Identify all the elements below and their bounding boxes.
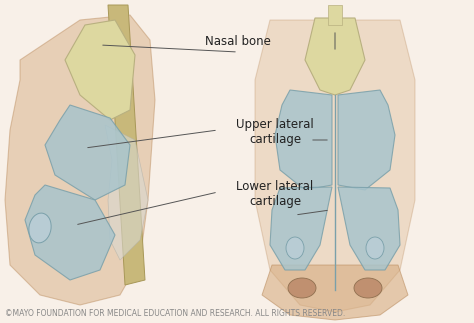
Polygon shape [25, 185, 115, 280]
Polygon shape [65, 20, 135, 120]
Polygon shape [338, 187, 400, 270]
Polygon shape [338, 90, 395, 190]
Text: Upper lateral
cartilage: Upper lateral cartilage [236, 118, 314, 146]
Polygon shape [328, 5, 342, 25]
Polygon shape [305, 18, 365, 95]
Text: Lower lateral
cartilage: Lower lateral cartilage [237, 180, 314, 208]
Ellipse shape [354, 278, 382, 298]
Text: Nasal bone: Nasal bone [205, 35, 271, 48]
Text: ©MAYO FOUNDATION FOR MEDICAL EDUCATION AND RESEARCH. ALL RIGHTS RESERVED.: ©MAYO FOUNDATION FOR MEDICAL EDUCATION A… [5, 309, 345, 318]
Polygon shape [105, 125, 148, 260]
Ellipse shape [29, 213, 51, 243]
Polygon shape [108, 5, 145, 285]
Polygon shape [270, 187, 332, 270]
Polygon shape [45, 105, 130, 200]
Ellipse shape [286, 237, 304, 259]
Ellipse shape [366, 237, 384, 259]
Polygon shape [5, 15, 155, 305]
Ellipse shape [288, 278, 316, 298]
Polygon shape [255, 20, 415, 312]
Polygon shape [275, 90, 332, 190]
Polygon shape [262, 265, 408, 320]
